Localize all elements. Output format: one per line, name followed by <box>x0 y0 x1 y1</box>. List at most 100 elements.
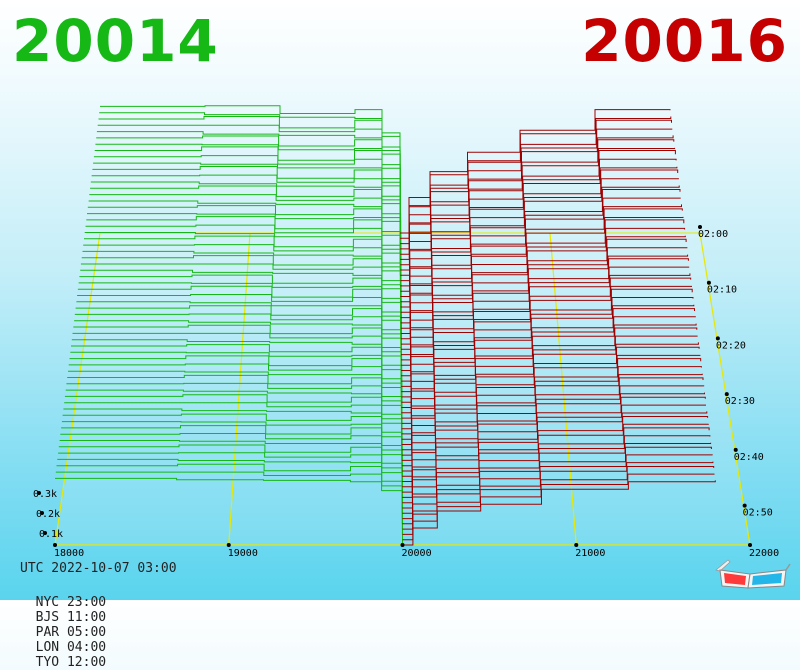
x-tick-label: 19000 <box>228 548 258 559</box>
ask-depth-line <box>401 377 704 461</box>
bid-depth-line <box>72 332 402 424</box>
bid-depth-line <box>71 344 403 434</box>
ask-depth-line <box>401 323 697 414</box>
bid-depth-line <box>95 143 401 265</box>
ask-depth-line <box>401 258 689 361</box>
t-tick-label: 02:50 <box>743 508 773 519</box>
bid-depth-line <box>64 394 403 477</box>
ask-depth-line <box>401 385 705 467</box>
z-tick-mark <box>37 491 41 495</box>
x-tick-mark <box>53 543 57 547</box>
ask-depth-lines <box>400 109 716 546</box>
t-tick-label: 02:10 <box>707 285 737 296</box>
ask-depth-line <box>401 297 694 393</box>
x-tick-label: 18000 <box>54 548 84 559</box>
ask-depth-line <box>402 416 709 493</box>
z-tick-mark <box>43 531 47 535</box>
grid-line <box>228 232 251 546</box>
t-tick-mark <box>715 336 720 341</box>
bid-depth-line <box>56 463 403 535</box>
ask-depth-line <box>400 216 684 324</box>
bid-depth-line <box>88 200 402 313</box>
z-axis: 0.1k 0.2k 0.3k <box>33 489 63 540</box>
bid-depth-line <box>85 224 402 334</box>
ask-depth-line <box>401 327 698 419</box>
bid-depth-line <box>73 324 402 419</box>
bid-depth-line <box>68 370 403 456</box>
grid-line <box>699 232 751 546</box>
bid-depth-line <box>55 471 403 540</box>
t-tick-mark <box>742 503 747 508</box>
bid-depth-line <box>71 339 403 429</box>
bid-depth-line <box>82 250 402 355</box>
x-tick-mark <box>574 543 579 547</box>
grid-line <box>549 232 577 546</box>
bid-depth-line <box>62 413 403 493</box>
bid-depth-line <box>63 408 403 487</box>
city-time: LON 04:00 <box>35 640 107 655</box>
t-tick-mark <box>733 447 738 452</box>
bid-depth-line <box>98 116 401 244</box>
ask-depth-line <box>400 147 676 266</box>
bid-depth-line <box>91 174 401 292</box>
bid-depth-line <box>70 351 403 440</box>
ask-price: 20016 <box>581 7 788 75</box>
ask-depth-line <box>400 150 676 271</box>
x-axis: 18000 19000 20000 21000 22000 <box>53 543 779 559</box>
bid-depth-line <box>97 124 401 249</box>
ask-depth-line <box>401 366 702 451</box>
ask-depth-line <box>402 466 715 535</box>
ask-depth-line <box>400 227 686 334</box>
bid-depth-line <box>99 112 401 239</box>
bid-depth-line <box>58 452 403 524</box>
bid-depth-line <box>100 105 401 233</box>
bid-depth-line <box>74 313 402 408</box>
ask-depth-line <box>402 442 712 514</box>
t-tick-label: 02:40 <box>734 452 764 463</box>
t-tick-mark <box>724 392 729 397</box>
t-tick-label: 02:30 <box>725 396 755 407</box>
x-tick-label: 21000 <box>575 548 605 559</box>
depth-chart: 18000 19000 20000 21000 22000 0.1k 0.2k 0.3k 0… <box>33 105 779 559</box>
ask-depth-line <box>402 411 708 488</box>
ask-depth-line <box>400 208 683 319</box>
ask-depth-line <box>401 392 705 472</box>
x-tick-mark <box>748 543 752 547</box>
z-tick-label: 0.2k <box>36 509 60 520</box>
city-time: BJS 11:00 <box>35 610 107 625</box>
bid-depth-line <box>84 235 402 345</box>
bid-depth-line <box>83 244 402 350</box>
ask-depth-line <box>401 273 691 371</box>
bid-price: 20014 <box>12 7 219 75</box>
bid-depth-line <box>77 294 402 392</box>
world-clocks: NYC 23:00 BJS 11:00 PAR 05:00 LON 04:00 … <box>20 580 130 670</box>
bid-depth-line <box>80 263 402 366</box>
bid-depth-line <box>61 425 403 503</box>
ask-depth-line <box>400 109 671 234</box>
x-tick-mark <box>400 543 405 547</box>
ask-depth-line <box>402 454 713 525</box>
bid-depth-line <box>65 389 403 471</box>
bid-depth-line <box>78 282 402 382</box>
ask-depth-line <box>401 346 700 435</box>
bid-depth-line <box>68 363 403 450</box>
3d-glasses-icon[interactable] <box>712 558 792 592</box>
bid-depth-line <box>55 477 403 545</box>
bid-depth-line <box>87 213 402 323</box>
city-time: TYO 12:00 <box>35 655 107 670</box>
t-tick-label: 02:20 <box>716 340 746 351</box>
ask-depth-line <box>401 266 690 366</box>
ask-depth-line <box>401 254 689 356</box>
ask-depth-line <box>401 354 701 440</box>
ask-depth-line <box>401 373 703 456</box>
bid-depth-line <box>76 301 402 397</box>
bid-depth-line <box>74 320 402 413</box>
bid-depth-line <box>60 433 403 508</box>
bid-depth-line <box>81 255 402 360</box>
x-tick-label: 20000 <box>402 548 432 559</box>
t-tick-mark <box>706 280 711 285</box>
bid-depth-line <box>80 269 402 371</box>
bid-depth-line <box>89 194 402 307</box>
ask-depth-line <box>402 404 706 482</box>
ask-depth-line <box>400 189 681 303</box>
